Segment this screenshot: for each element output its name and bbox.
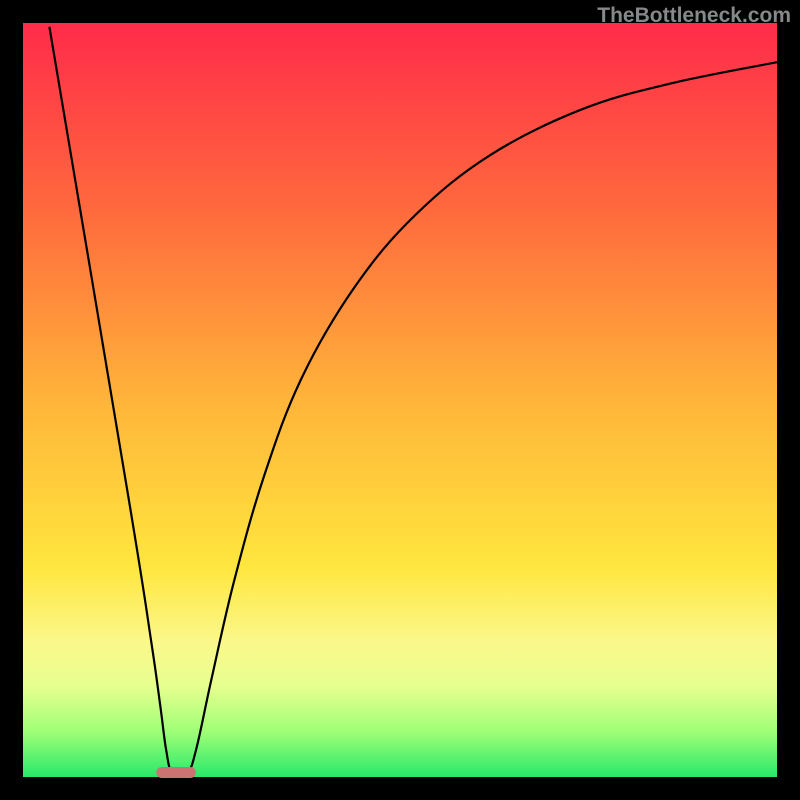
watermark-text: TheBottleneck.com	[597, 4, 791, 28]
chart-svg	[0, 0, 800, 800]
plot-background	[23, 23, 777, 777]
chart-frame: TheBottleneck.com	[0, 0, 800, 800]
